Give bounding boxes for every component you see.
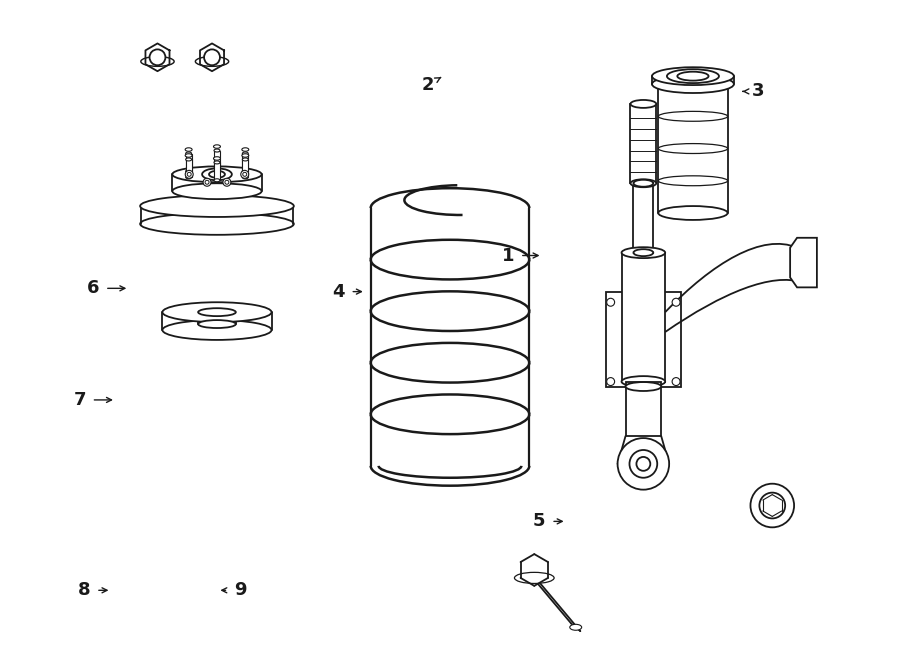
Circle shape — [204, 50, 220, 66]
Ellipse shape — [658, 206, 728, 220]
Text: 4: 4 — [332, 283, 345, 301]
Circle shape — [617, 438, 669, 490]
Ellipse shape — [634, 249, 653, 256]
Text: 2: 2 — [421, 76, 434, 94]
Circle shape — [760, 493, 785, 518]
Circle shape — [225, 180, 229, 184]
Ellipse shape — [634, 180, 653, 187]
Ellipse shape — [214, 149, 220, 152]
Ellipse shape — [214, 167, 220, 170]
Ellipse shape — [213, 157, 220, 160]
Ellipse shape — [631, 179, 656, 187]
Ellipse shape — [658, 144, 728, 154]
Ellipse shape — [162, 320, 272, 340]
Ellipse shape — [185, 158, 192, 161]
Ellipse shape — [631, 100, 656, 108]
Circle shape — [185, 170, 193, 178]
Bar — [185, 160, 192, 177]
Text: 7: 7 — [74, 391, 86, 409]
Ellipse shape — [214, 161, 220, 164]
Text: 5: 5 — [533, 512, 545, 530]
Ellipse shape — [242, 154, 248, 157]
Bar — [606, 293, 681, 387]
Circle shape — [751, 484, 794, 528]
Circle shape — [629, 450, 657, 478]
Circle shape — [241, 170, 248, 178]
Bar — [626, 381, 662, 436]
Circle shape — [187, 172, 191, 176]
Bar — [622, 253, 665, 381]
Ellipse shape — [242, 176, 248, 179]
Circle shape — [672, 377, 680, 385]
Ellipse shape — [658, 176, 728, 186]
Ellipse shape — [202, 168, 232, 180]
Ellipse shape — [652, 68, 734, 85]
Ellipse shape — [242, 152, 248, 155]
Ellipse shape — [242, 148, 248, 152]
Circle shape — [203, 178, 211, 186]
Ellipse shape — [172, 183, 262, 199]
Ellipse shape — [213, 145, 220, 148]
Ellipse shape — [185, 176, 192, 179]
Circle shape — [672, 299, 680, 307]
Ellipse shape — [242, 158, 248, 161]
Ellipse shape — [658, 111, 728, 121]
Text: 9: 9 — [234, 581, 247, 599]
Ellipse shape — [515, 573, 554, 583]
Bar — [242, 160, 248, 177]
Circle shape — [205, 180, 209, 184]
Ellipse shape — [667, 70, 719, 83]
Text: 8: 8 — [77, 581, 90, 599]
Ellipse shape — [172, 166, 262, 182]
Text: 1: 1 — [502, 246, 514, 265]
Ellipse shape — [242, 170, 248, 173]
Text: 3: 3 — [752, 82, 764, 101]
Circle shape — [607, 377, 615, 385]
Bar — [214, 150, 220, 168]
Ellipse shape — [626, 382, 662, 391]
Ellipse shape — [185, 152, 192, 155]
Bar — [242, 154, 248, 171]
Bar — [185, 154, 192, 171]
Ellipse shape — [140, 213, 293, 235]
Text: 6: 6 — [86, 279, 99, 297]
Bar — [214, 162, 220, 180]
Circle shape — [223, 178, 231, 186]
Bar — [631, 104, 656, 183]
Ellipse shape — [570, 624, 581, 630]
Ellipse shape — [214, 179, 220, 182]
Ellipse shape — [140, 195, 293, 217]
Ellipse shape — [678, 71, 708, 81]
Ellipse shape — [185, 148, 192, 152]
Circle shape — [149, 50, 166, 66]
Ellipse shape — [652, 75, 734, 93]
Ellipse shape — [209, 171, 225, 178]
Ellipse shape — [622, 376, 665, 387]
Bar — [634, 183, 653, 253]
Ellipse shape — [185, 154, 192, 157]
Ellipse shape — [622, 247, 665, 258]
Polygon shape — [790, 238, 817, 287]
Circle shape — [607, 299, 615, 307]
Circle shape — [636, 457, 651, 471]
Ellipse shape — [162, 303, 272, 322]
Ellipse shape — [185, 170, 192, 173]
Ellipse shape — [198, 308, 236, 316]
Ellipse shape — [198, 320, 236, 328]
Circle shape — [243, 172, 247, 176]
